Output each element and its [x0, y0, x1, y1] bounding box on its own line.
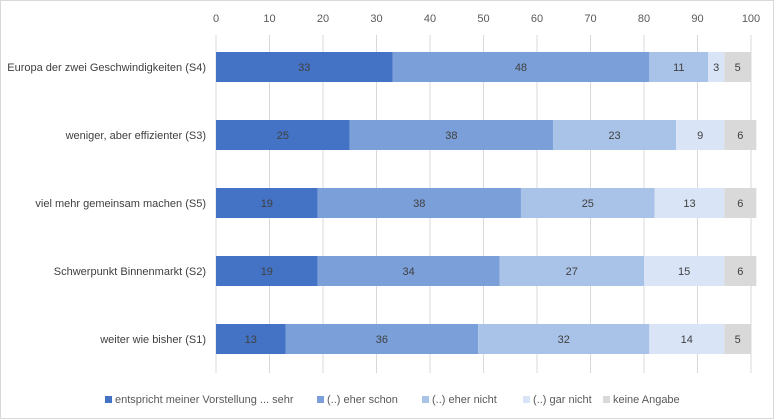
legend-swatch	[317, 396, 324, 403]
bars	[216, 52, 757, 354]
category-label: weniger, aber effizienter (S3)	[65, 130, 206, 142]
legend-label: (..) eher schon	[327, 394, 398, 406]
bar-segment	[499, 256, 644, 286]
x-tick-label: 10	[263, 13, 275, 25]
data-label: 48	[515, 62, 527, 74]
bar-segment	[349, 120, 554, 150]
legend-swatch	[523, 396, 530, 403]
data-label: 11	[673, 62, 684, 74]
bar-segment	[216, 188, 318, 218]
data-label: 19	[261, 198, 273, 210]
x-tick-label: 30	[370, 13, 382, 25]
bar-segment	[216, 52, 393, 82]
bar-segment	[520, 188, 655, 218]
bar-segment	[649, 324, 725, 354]
x-tick-label: 50	[477, 13, 489, 25]
bar-segment	[216, 120, 350, 150]
data-label: 15	[678, 266, 690, 278]
data-label: 34	[402, 266, 414, 278]
bar-segment	[649, 52, 709, 82]
bar-segment	[553, 120, 677, 150]
legend-swatch	[603, 396, 610, 403]
bar-segment	[392, 52, 650, 82]
bar-segment	[724, 120, 757, 150]
data-label: 9	[697, 130, 703, 142]
legend-label: (..) eher nicht	[432, 394, 497, 406]
category-labels: Europa der zwei Geschwindigkeiten (S4) we…	[7, 62, 206, 346]
data-label: 19	[261, 266, 273, 278]
legend-label: keine Angabe	[613, 394, 680, 406]
data-label: 38	[413, 198, 425, 210]
bar-segment	[216, 256, 318, 286]
x-tick-label: 80	[638, 13, 650, 25]
bar-segment	[724, 256, 757, 286]
category-label: viel mehr gemeinsam machen (S5)	[35, 198, 206, 210]
bar-segment	[478, 324, 650, 354]
category-label: Schwerpunkt Binnenmarkt (S2)	[54, 266, 206, 278]
category-label: weiter wie bisher (S1)	[99, 334, 206, 346]
bar-segment	[724, 52, 751, 82]
data-label: 14	[681, 334, 693, 346]
data-label: 6	[737, 198, 743, 210]
legend: entspricht meiner Vorstellung ... sehr (.…	[105, 394, 680, 406]
category-label: Europa der zwei Geschwindigkeiten (S4)	[7, 62, 206, 74]
data-labels: 33 48 11 3 5 25 38 23 9 6 19 38 25 13 6 19 34 27 15 6 13 36 32…	[245, 62, 744, 346]
bar-segment	[644, 256, 725, 286]
data-label: 6	[737, 266, 743, 278]
data-label: 13	[245, 334, 257, 346]
x-tick-label: 20	[317, 13, 329, 25]
x-tick-label: 90	[691, 13, 703, 25]
data-label: 38	[445, 130, 457, 142]
x-tick-label: 100	[742, 13, 760, 25]
bar-segment	[676, 120, 725, 150]
data-label: 25	[582, 198, 594, 210]
data-label: 25	[277, 130, 289, 142]
legend-label: (..) gar nicht	[533, 394, 592, 406]
bar-segment	[654, 188, 725, 218]
bar-segment	[708, 52, 725, 82]
data-label: 23	[608, 130, 620, 142]
data-label: 6	[737, 130, 743, 142]
bar-segment	[317, 256, 500, 286]
x-tick-label: 60	[531, 13, 543, 25]
bar-segment	[724, 188, 757, 218]
data-label: 3	[713, 62, 719, 74]
bar-segment	[317, 188, 521, 218]
data-label: 33	[298, 62, 310, 74]
legend-swatch	[422, 396, 429, 403]
x-tick-label: 40	[424, 13, 436, 25]
data-label: 32	[558, 334, 570, 346]
data-label: 36	[376, 334, 388, 346]
data-label: 5	[735, 62, 741, 74]
bar-segment	[724, 324, 751, 354]
bar-segment	[216, 324, 286, 354]
x-tick-label: 70	[584, 13, 596, 25]
legend-label: entspricht meiner Vorstellung ... sehr	[115, 394, 294, 406]
legend-swatch	[105, 396, 112, 403]
bar-segment	[285, 324, 479, 354]
data-label: 13	[683, 198, 695, 210]
x-axis-ticks: 0 10 20 30 40 50 60 70 80 90 100	[213, 13, 760, 25]
x-tick-label: 0	[213, 13, 219, 25]
data-label: 27	[566, 266, 578, 278]
data-label: 5	[735, 334, 741, 346]
